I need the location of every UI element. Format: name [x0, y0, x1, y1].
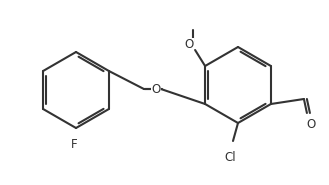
Text: O: O: [306, 118, 316, 131]
Text: O: O: [185, 38, 194, 51]
Text: O: O: [151, 83, 161, 95]
Text: F: F: [71, 138, 77, 151]
Text: Cl: Cl: [224, 151, 236, 164]
